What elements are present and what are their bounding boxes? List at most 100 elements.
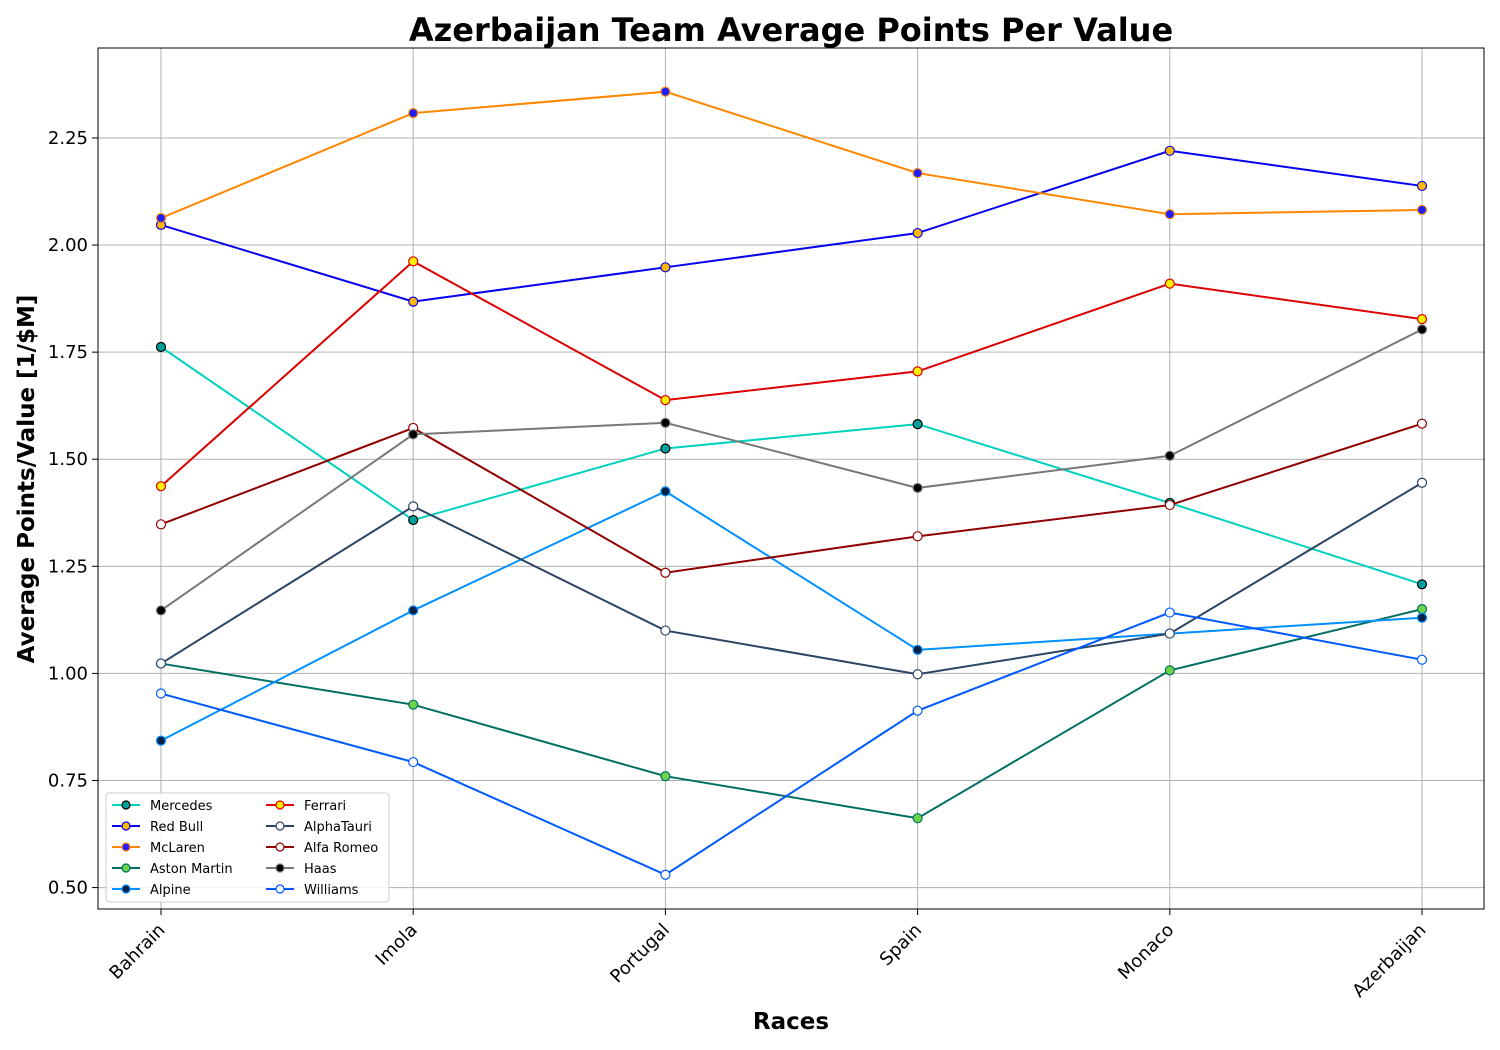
series-alpine <box>155 486 1428 746</box>
data-point <box>1416 314 1428 325</box>
data-point <box>660 486 671 497</box>
data-point <box>1164 145 1175 156</box>
chart-title: Azerbaijan Team Average Points Per Value <box>409 11 1173 49</box>
data-point <box>155 341 167 353</box>
data-point <box>1164 607 1175 618</box>
data-point <box>660 771 671 782</box>
data-point <box>660 625 671 636</box>
legend-item: Mercedes <box>112 799 213 814</box>
data-point <box>912 366 923 377</box>
series-williams <box>155 607 1428 880</box>
series-line <box>160 260 1423 487</box>
series-ferrari <box>155 256 1428 492</box>
legend-marker <box>121 842 131 852</box>
legend-marker <box>275 863 285 873</box>
data-point <box>912 531 923 542</box>
data-point <box>1416 579 1428 590</box>
legend-item: Williams <box>266 883 359 898</box>
x-tick-label: Imola <box>372 920 422 970</box>
data-point <box>912 669 923 680</box>
legend-marker <box>121 884 131 894</box>
legend-label: Williams <box>304 883 359 898</box>
series-line <box>160 608 1423 820</box>
legend-label: Aston Martin <box>150 862 233 877</box>
series-line <box>160 346 1423 586</box>
legend-marker <box>275 821 285 831</box>
legend-item: AlphaTauri <box>266 820 372 835</box>
legend-marker <box>275 884 285 894</box>
legend-item: Alfa Romeo <box>266 841 378 856</box>
data-point <box>408 108 419 119</box>
series-line <box>160 611 1423 876</box>
data-point <box>912 813 923 824</box>
legend-label: McLaren <box>150 841 205 856</box>
data-point <box>660 262 671 273</box>
data-point <box>1164 665 1175 676</box>
data-point <box>155 688 167 699</box>
grid-lines <box>98 48 1484 909</box>
x-axis: Bahrain Imola Portugal Spain Monaco Azerbaija… <box>105 909 1431 1002</box>
y-tick-label: 1.25 <box>48 556 88 577</box>
y-tick-label: 1.75 <box>48 342 88 363</box>
data-point <box>408 756 419 768</box>
data-point <box>155 212 167 224</box>
y-tick-label: 2.00 <box>48 235 88 256</box>
series-line <box>160 422 1423 574</box>
plot-frame <box>97 47 1485 910</box>
series-mclaren <box>155 86 1428 224</box>
data-point <box>1416 604 1428 615</box>
data-point <box>660 443 671 454</box>
y-tick-label: 2.25 <box>48 128 88 149</box>
x-tick-label: Azerbaijan <box>1348 920 1430 1002</box>
data-point <box>155 735 167 746</box>
data-point <box>1416 204 1428 216</box>
data-point <box>408 296 419 307</box>
y-tick-label: 0.50 <box>48 878 88 899</box>
data-point <box>1416 324 1428 335</box>
data-point <box>1416 612 1428 623</box>
data-point <box>1164 278 1175 289</box>
legend-label: Mercedes <box>150 799 213 814</box>
x-tick-label: Portugal <box>606 920 674 988</box>
data-point <box>912 482 923 494</box>
legend-label: Alfa Romeo <box>304 841 378 856</box>
x-tick-label: Bahrain <box>105 920 169 984</box>
data-point <box>912 418 923 430</box>
data-point <box>1416 654 1428 665</box>
legend-label: Red Bull <box>150 820 203 835</box>
legend-item: Red Bull <box>112 820 203 835</box>
y-axis-label: Average Points/Value [1/$M] <box>14 295 40 664</box>
data-point <box>1416 477 1428 488</box>
data-point <box>912 167 923 179</box>
legend-item: Haas <box>266 862 337 877</box>
y-tick-label: 0.75 <box>48 770 88 791</box>
data-point <box>1416 180 1428 192</box>
series-line <box>160 90 1423 219</box>
y-axis: 0.50 0.75 1.00 1.25 1.50 1.75 2.00 2.25 <box>48 128 98 899</box>
data-point <box>155 519 167 530</box>
data-point <box>660 395 671 406</box>
legend: Mercedes Red Bull McLaren Aston Martin Alpin… <box>105 792 390 903</box>
data-point <box>1416 418 1428 429</box>
series-alphatauri <box>155 477 1428 680</box>
legend-marker <box>275 800 285 810</box>
series-line <box>160 149 1423 303</box>
series-line <box>160 490 1423 742</box>
y-tick-label: 1.50 <box>48 449 88 470</box>
data-point <box>1164 450 1175 461</box>
series-alfa-romeo <box>155 418 1428 578</box>
legend-label: Alpine <box>150 883 191 898</box>
data-point <box>912 227 923 239</box>
data-point <box>155 605 167 616</box>
data-point <box>660 417 671 428</box>
data-point <box>408 699 419 710</box>
x-axis-label: Races <box>753 1009 829 1035</box>
legend-marker <box>121 863 131 873</box>
y-tick-label: 1.00 <box>48 663 88 684</box>
data-point <box>408 514 419 526</box>
legend-label: Haas <box>304 862 337 877</box>
data-point <box>1164 499 1175 511</box>
series-aston-martin <box>155 604 1428 824</box>
data-point <box>155 658 167 669</box>
data-point <box>408 256 419 267</box>
